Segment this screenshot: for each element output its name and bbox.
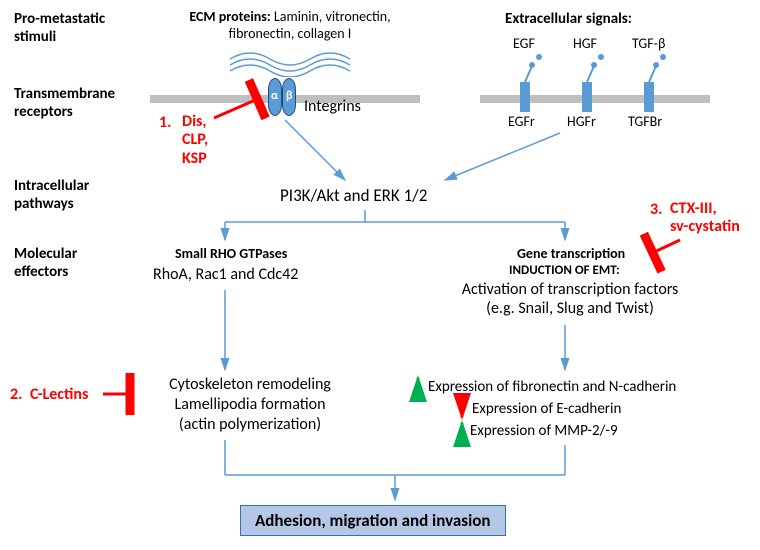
ecm-title: ECM proteins: — [189, 8, 270, 25]
inhibitor-1-names: Dis, CLP, KSP — [182, 113, 208, 168]
inhibitor-3-num: 3. — [650, 200, 662, 219]
label-effectors: Molecular effectors — [14, 245, 77, 281]
rho-detail: RhoA, Rac1 and Cdc42 — [153, 265, 298, 284]
egf-label: EGF — [513, 35, 535, 52]
hgf-dot-icon — [591, 62, 597, 68]
ecm-waves-icon — [225, 47, 355, 77]
hgf-label: HGF — [573, 35, 597, 52]
expr-fn: Expression of fibronectin and N-cadherin — [428, 378, 676, 396]
cytoskeleton-block: Cytoskeleton remodeling Lamellipodia for… — [140, 375, 360, 435]
cyto-l2: Lamellipodia formation — [140, 395, 360, 415]
label-pathways: Intracellular pathways — [14, 177, 89, 213]
tgfb-label: TGF-β — [632, 35, 665, 52]
tf-l1: Activation of transcription factors — [420, 280, 720, 299]
tgf-dot2-icon — [660, 54, 666, 60]
egfr-bar-icon — [520, 82, 530, 112]
tf-block: Activation of transcription factors (e.g… — [420, 280, 720, 318]
inhibitor-3-names: CTX-III, sv-cystatin — [670, 200, 740, 237]
rho-heading: Small RHO GTPases — [175, 245, 287, 262]
emt-title: INDUCTION OF EMT: — [509, 263, 620, 278]
expr-mmp: Expression of MMP-2/-9 — [470, 422, 618, 440]
hgfr-bar-icon — [582, 82, 592, 112]
pathway-label: PI3K/Akt and ERK 1/2 — [280, 185, 427, 206]
inhibitor-2-name: C-Lectins — [30, 385, 88, 404]
tf-l2: (e.g. Snail, Slug and Twist) — [420, 299, 720, 318]
egf-dot-icon — [529, 62, 535, 68]
integrins-text: Integrins — [304, 97, 361, 116]
inhibitor-1-num: 1. — [159, 113, 171, 132]
ecm-block: ECM proteins: Laminin, vitronectin, fibr… — [175, 8, 405, 42]
outcome-box: Adhesion, migration and invasion — [240, 505, 506, 536]
integrin-beta-label: β — [286, 89, 293, 103]
membrane-right — [480, 95, 710, 103]
label-receptors: Transmembrane receptors — [14, 85, 115, 121]
egf-dot2-icon — [536, 54, 542, 60]
hgfr-label: HGFr — [567, 113, 596, 130]
label-stimuli: Pro-metastatic stimuli — [14, 10, 105, 46]
tgf-dot-icon — [653, 62, 659, 68]
cyto-l3: (actin polymerization) — [140, 415, 360, 435]
tgfbr-label: TGFBr — [628, 113, 662, 130]
egfr-label: EGFr — [508, 113, 535, 130]
signals-title: Extracellular signals: — [505, 10, 632, 28]
hgf-dot2-icon — [598, 54, 604, 60]
inhibitor-2-num: 2. — [10, 385, 22, 404]
integrin-alpha-label: α — [271, 89, 278, 103]
expr-ecad: Expression of E-cadherin — [472, 400, 621, 418]
cyto-l1: Cytoskeleton remodeling — [140, 375, 360, 395]
gene-heading: Gene transcription — [517, 245, 625, 262]
tgfbr-bar-icon — [644, 82, 654, 112]
